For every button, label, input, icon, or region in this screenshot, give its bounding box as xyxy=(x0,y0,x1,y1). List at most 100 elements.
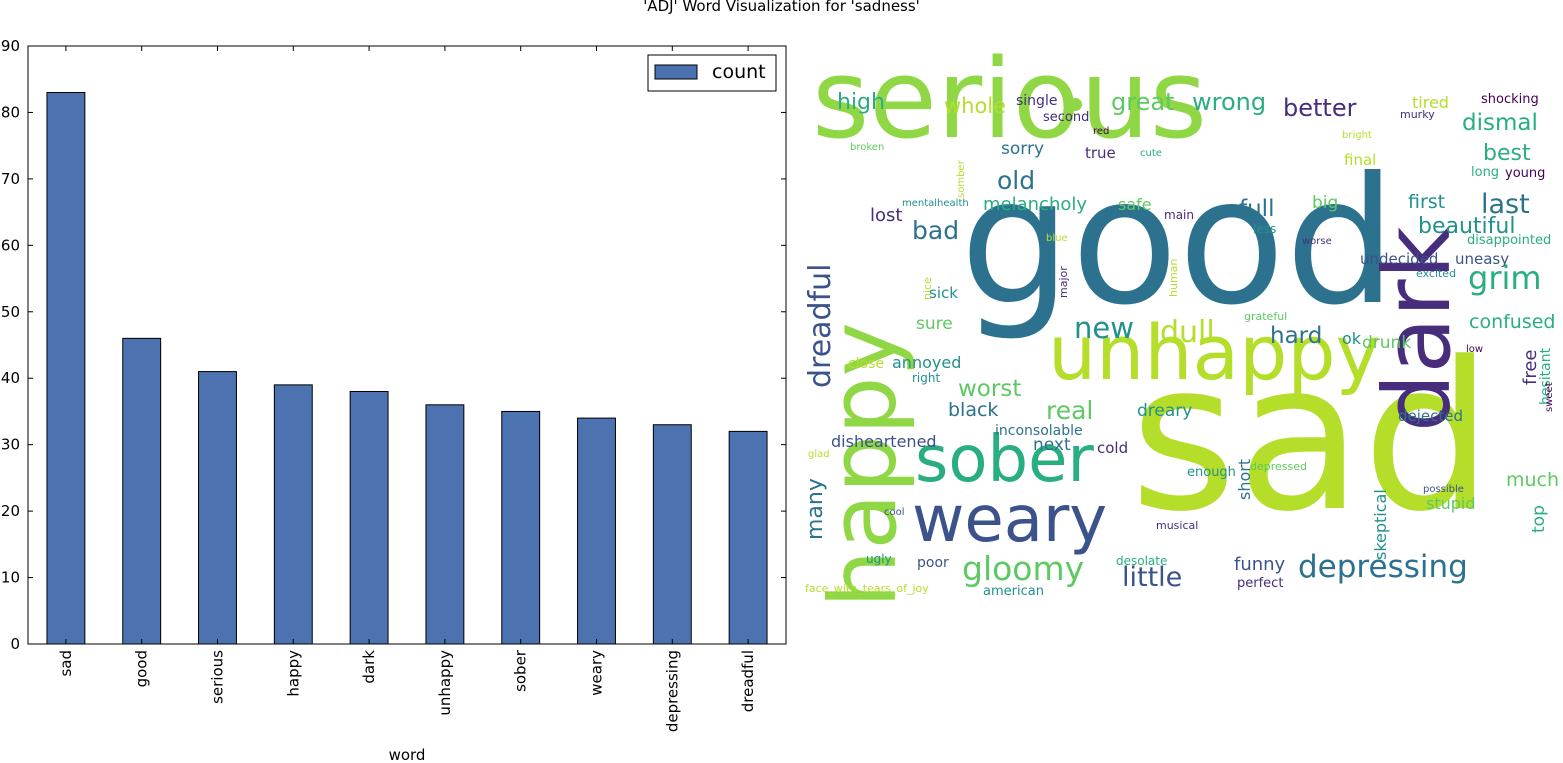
cloud-word: top xyxy=(1529,505,1549,533)
cloud-word: main xyxy=(1164,208,1194,222)
plot-frame xyxy=(27,45,787,645)
y-tick-label: 70 xyxy=(1,170,20,188)
cloud-word: low xyxy=(1466,344,1484,355)
cloud-word: glad xyxy=(808,449,830,460)
legend-swatch xyxy=(654,64,698,80)
cloud-word: last xyxy=(1481,189,1530,220)
cloud-word: sorry xyxy=(1001,139,1044,159)
cloud-word: sad xyxy=(1130,319,1493,557)
cloud-word: funny xyxy=(1234,554,1286,575)
cloud-word: much xyxy=(1506,469,1560,491)
cloud-word: disappointed xyxy=(1467,233,1552,248)
y-tick-label: 10 xyxy=(1,569,20,587)
cloud-word: skeptical xyxy=(1371,489,1390,560)
cloud-word: sick xyxy=(929,284,958,302)
cloud-word: old xyxy=(997,166,1036,195)
cloud-word: little xyxy=(1122,562,1183,593)
x-tick-label: unhappy xyxy=(436,650,454,716)
cloud-word: true xyxy=(1085,144,1116,162)
bar-weary xyxy=(577,417,616,645)
cloud-word: right xyxy=(912,371,941,385)
cloud-word: many xyxy=(803,478,828,540)
cloud-word: red xyxy=(1093,126,1110,137)
cloud-word: enough xyxy=(1187,465,1236,480)
cloud-word: bright xyxy=(1342,130,1372,141)
cloud-word: drunk xyxy=(1362,333,1412,353)
cloud-word: cool xyxy=(884,507,905,518)
cloud-word: somber xyxy=(956,160,967,198)
cloud-word: weary xyxy=(912,483,1108,557)
cloud-word: blue xyxy=(1046,233,1068,244)
cloud-word: mentalhealth xyxy=(902,198,969,209)
cloud-word: lost xyxy=(870,205,903,226)
cloud-word: major xyxy=(1057,266,1070,298)
cloud-word: annoyed xyxy=(892,353,962,372)
cloud-word: gloomy xyxy=(962,549,1085,588)
cloud-word: long xyxy=(1471,165,1500,180)
x-tick-label: happy xyxy=(284,650,302,697)
cloud-word: short xyxy=(1235,458,1254,500)
cloud-word: best xyxy=(1483,141,1531,166)
cloud-word: shocking xyxy=(1481,92,1539,107)
bar-dark xyxy=(349,391,389,645)
cloud-word: undecided xyxy=(1360,250,1439,268)
cloud-word: broken xyxy=(850,142,885,153)
legend: count xyxy=(647,54,777,92)
cloud-word: single xyxy=(1016,93,1058,109)
cloud-word: young xyxy=(1505,166,1546,181)
cloud-word: great xyxy=(1111,88,1175,116)
cloud-word: grim xyxy=(1468,259,1542,297)
cloud-word: close xyxy=(848,356,885,372)
x-tick-label: serious xyxy=(209,650,227,704)
cloud-word: possible xyxy=(1423,484,1464,495)
cloud-word: grateful xyxy=(1244,310,1288,323)
cloud-word: sweet xyxy=(1544,382,1555,412)
cloud-word: american xyxy=(983,584,1044,599)
y-tick-label: 80 xyxy=(1,103,20,121)
cloud-word: big xyxy=(1312,193,1339,213)
cloud-word: real xyxy=(1046,396,1094,425)
cloud-word: high xyxy=(837,90,885,115)
cloud-word: final xyxy=(1344,151,1377,169)
x-tick-label: weary xyxy=(588,650,606,696)
bar-sober xyxy=(501,410,541,645)
cloud-word: cute xyxy=(1140,148,1162,159)
cloud-word: sober xyxy=(915,423,1094,497)
cloud-word: worst xyxy=(958,376,1022,402)
cloud-word: excited xyxy=(1416,267,1457,280)
cloud-word: disheartened xyxy=(831,432,937,451)
cloud-word: beautiful xyxy=(1418,214,1516,239)
bar-happy xyxy=(273,384,313,645)
bars-group xyxy=(46,92,768,645)
cloud-word: tired xyxy=(1412,93,1449,112)
y-axis: 0 10 20 30 40 50 60 70 80 90 xyxy=(1,37,786,653)
cloud-word: desolate xyxy=(1116,554,1168,568)
cloud-word: whole xyxy=(944,94,1007,118)
x-tick-label: sad xyxy=(57,650,75,677)
bar-dreadful xyxy=(728,430,768,645)
cloud-word: dreary xyxy=(1137,401,1193,421)
x-tick-label: dreadful xyxy=(739,650,757,712)
cloud-word: next xyxy=(1033,435,1071,455)
cloud-word: stupid xyxy=(1426,494,1476,513)
y-tick-label: 60 xyxy=(1,236,20,254)
cloud-word: poor xyxy=(917,555,949,571)
bar-good xyxy=(122,337,162,645)
cloud-word: perfect xyxy=(1237,576,1284,591)
y-tick-label: 0 xyxy=(10,635,20,653)
bar-serious xyxy=(198,371,237,645)
cloud-word: murky xyxy=(1400,108,1435,121)
x-tick-label: dark xyxy=(360,650,378,684)
y-tick-label: 30 xyxy=(1,436,20,454)
x-axis-label: word xyxy=(389,746,426,763)
bar-unhappy xyxy=(425,404,465,645)
bar-depressing xyxy=(652,424,692,645)
cloud-word: safe xyxy=(1118,195,1152,214)
cloud-word: less xyxy=(1253,222,1277,236)
cloud-word: full xyxy=(1239,196,1275,222)
cloud-word: depressed xyxy=(1250,460,1307,473)
word-cloud: sad good serious happy dark unhappy sober weary… xyxy=(800,44,1560,610)
cloud-word: inconsolable xyxy=(995,423,1083,439)
cloud-word: dismal xyxy=(1462,110,1538,136)
legend-label: count xyxy=(712,61,766,83)
